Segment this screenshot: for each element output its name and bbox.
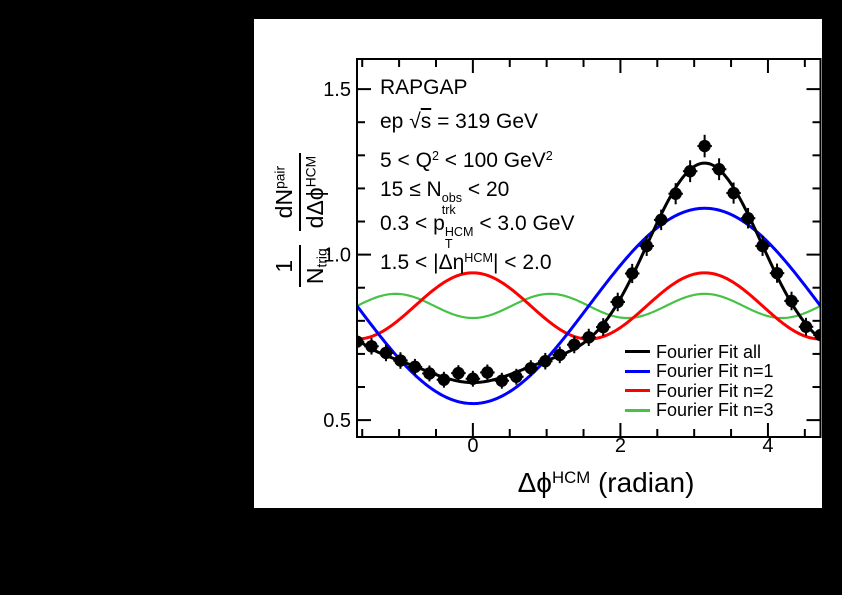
legend-item-n3: Fourier Fit n=3 <box>625 401 774 421</box>
data-point <box>365 340 378 353</box>
data-point <box>654 213 668 227</box>
fraction-numerator: 1 <box>270 245 301 288</box>
annotation-block: RAPGAP ep √s = 319 GeV 5 < Q2 < 100 GeV2… <box>380 71 574 275</box>
legend-label: Fourier Fit n=1 <box>656 361 774 382</box>
data-point <box>582 331 595 344</box>
annotation-beam-energy: ep √s = 319 GeV <box>380 110 539 133</box>
annotation-deta-range: 1.5 < |ΔηHCM| < 2.0 <box>380 250 552 274</box>
annotation-q2-range: 5 < Q2 < 100 GeV2 <box>380 148 553 172</box>
legend-line-swatch <box>625 389 650 393</box>
x-axis-title: ΔϕHCM (radian) <box>517 467 695 498</box>
data-point <box>437 373 451 386</box>
y-title-fraction-dn: dNpair dΔϕHCM <box>271 152 329 232</box>
data-point <box>466 372 480 385</box>
y-tick-label: 1.0 <box>323 245 351 267</box>
legend-line-swatch <box>625 408 650 412</box>
data-point <box>669 187 682 200</box>
data-point <box>524 361 538 375</box>
legend-item-n1: Fourier Fit n=1 <box>625 362 774 382</box>
data-point <box>481 366 494 379</box>
data-point <box>597 320 610 334</box>
plot-frame <box>356 58 822 438</box>
data-point <box>611 295 624 309</box>
stacked-script: obs trk <box>441 190 463 217</box>
legend-label: Fourier Fit n=2 <box>656 380 774 401</box>
data-point <box>741 212 755 225</box>
data-point <box>770 266 784 280</box>
y-axis-title: 1 Ntrig dNpair dΔϕHCM <box>255 110 345 330</box>
plot-canvas: 0 2 4 0.5 1.0 1.5 1 Ntrig dNpair dΔϕHCM ΔϕHCM… <box>254 19 822 508</box>
correlation-plot: 0 2 4 0.5 1.0 1.5 <box>323 58 822 457</box>
data-point <box>568 338 581 351</box>
legend-item-n2: Fourier Fit n=2 <box>625 381 774 401</box>
data-point <box>625 267 639 280</box>
data-point <box>683 165 697 178</box>
fraction-denominator: Ntrig <box>301 248 330 285</box>
data-point <box>423 367 436 380</box>
annotation-pt-range: 0.3 < p HCM T < 3.0 GeV <box>380 212 575 251</box>
data-point <box>712 163 726 176</box>
annotation-generator: RAPGAP <box>380 76 468 99</box>
stacked-script: HCM T <box>444 224 474 251</box>
legend-label: Fourier Fit n=3 <box>656 400 774 421</box>
legend-label: Fourier Fit all <box>656 341 762 362</box>
x-tick-label: 4 <box>762 435 773 457</box>
legend-line-swatch <box>625 350 650 354</box>
data-point <box>379 346 393 360</box>
y-tick-label: 1.5 <box>323 79 351 101</box>
data-point <box>640 239 653 253</box>
data-point <box>553 348 566 362</box>
y-tick-label: 0.5 <box>323 410 351 432</box>
legend-item-all: Fourier Fit all <box>625 342 774 362</box>
data-point <box>357 335 364 348</box>
fraction-numerator: dNpair <box>271 152 301 232</box>
x-tick-label: 0 <box>467 435 478 457</box>
data-point <box>698 139 711 153</box>
data-point <box>814 328 821 342</box>
data-point <box>756 239 769 253</box>
fraction-denominator: dΔϕHCM <box>302 155 328 229</box>
data-point <box>394 354 407 367</box>
legend-line-swatch <box>625 369 650 373</box>
data-point <box>539 355 552 368</box>
y-title-fraction-ntrig: 1 Ntrig <box>270 245 330 288</box>
data-point <box>785 294 798 308</box>
data-point <box>510 370 523 383</box>
data-point <box>452 366 465 380</box>
data-point <box>408 360 422 374</box>
data-point <box>727 186 740 200</box>
data-point <box>799 320 813 333</box>
legend: Fourier Fit all Fourier Fit n=1 Fourier Fi… <box>625 342 774 420</box>
x-tick-label: 2 <box>615 435 626 457</box>
data-points <box>357 134 821 389</box>
data-point <box>495 374 509 387</box>
